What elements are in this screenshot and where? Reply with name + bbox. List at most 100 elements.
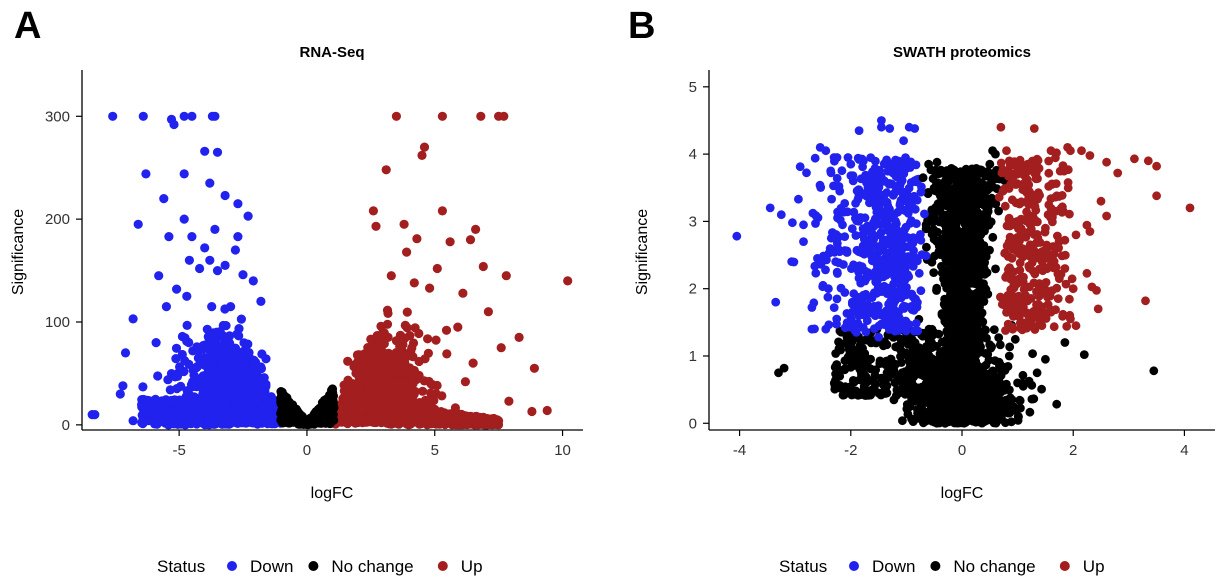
data-point-cloud <box>351 389 361 399</box>
data-point-cloud <box>375 333 385 343</box>
data-point <box>527 406 537 417</box>
data-point <box>230 245 240 255</box>
data-point-cloud <box>357 363 367 373</box>
data-point-cloud <box>441 325 452 335</box>
data-point-cloud <box>247 391 258 401</box>
data-point <box>108 111 118 121</box>
data-point-cloud <box>263 409 273 419</box>
data-point-cloud <box>277 396 287 407</box>
data-point <box>499 111 509 121</box>
data-point-cloud <box>383 395 393 405</box>
data-point-cloud <box>267 418 277 428</box>
data-point-cloud <box>378 349 388 359</box>
data-point <box>200 243 210 253</box>
data-point-cloud <box>929 268 939 277</box>
data-point-cloud <box>197 342 207 352</box>
y-tick-label: 300 <box>45 108 70 125</box>
data-point-cloud <box>233 347 243 357</box>
data-point-cloud <box>138 382 148 392</box>
data-point-cloud <box>464 414 474 424</box>
data-point-cloud <box>433 415 443 426</box>
data-point-cloud <box>172 371 183 381</box>
chart-title-a: RNA-Seq <box>299 44 364 61</box>
data-point-cloud <box>221 358 232 368</box>
data-point <box>419 142 430 152</box>
x-tick-label: 0 <box>303 442 311 459</box>
data-point-cloud <box>363 415 373 425</box>
x-tick-label: 10 <box>554 442 571 459</box>
data-point-cloud <box>173 415 183 425</box>
data-point-cloud <box>171 343 182 353</box>
data-point-cloud <box>417 407 427 417</box>
data-point-cloud <box>222 339 232 349</box>
data-point <box>243 211 253 221</box>
data-point-cloud <box>256 362 266 372</box>
data-point <box>453 322 463 332</box>
data-point <box>501 271 511 281</box>
data-point <box>156 416 166 426</box>
data-point-cloud <box>209 369 219 379</box>
data-point <box>437 111 447 121</box>
x-axis-label-a: logFC <box>311 485 354 502</box>
data-point-cloud <box>191 374 201 384</box>
data-point <box>409 278 419 288</box>
data-point-cloud <box>418 386 428 396</box>
data-point-cloud <box>171 354 181 364</box>
data-point <box>529 363 540 373</box>
data-point-cloud <box>327 391 337 402</box>
data-point-cloud <box>165 385 175 395</box>
data-point <box>179 214 189 224</box>
data-point-cloud <box>382 319 393 329</box>
data-point-cloud <box>165 396 176 406</box>
data-point <box>432 263 442 274</box>
data-point-cloud <box>193 361 203 371</box>
data-point-cloud <box>480 418 490 428</box>
data-point-cloud <box>399 367 409 377</box>
data-point-cloud <box>327 410 337 420</box>
data-point-cloud <box>265 398 275 408</box>
data-point-cloud <box>449 417 459 428</box>
data-point <box>256 296 266 306</box>
data-point <box>386 271 396 281</box>
data-point <box>233 199 243 209</box>
data-point-cloud <box>431 335 441 345</box>
data-point <box>476 111 486 121</box>
data-point-cloud <box>407 343 417 353</box>
data-point-cloud <box>220 304 230 314</box>
data-point <box>128 314 138 324</box>
data-point <box>164 232 174 242</box>
point-cloud-b <box>787 153 1101 428</box>
data-point-cloud <box>198 389 208 399</box>
data-point <box>172 284 182 294</box>
data-point-cloud <box>343 406 353 417</box>
data-point-cloud <box>239 360 249 371</box>
data-point <box>458 288 468 298</box>
data-point-cloud <box>407 369 417 379</box>
data-point-cloud <box>176 381 186 391</box>
data-point <box>445 237 455 247</box>
data-point-cloud <box>414 356 424 367</box>
data-point-cloud <box>289 410 299 420</box>
data-point <box>368 206 378 216</box>
data-point-cloud <box>381 417 391 427</box>
data-point <box>542 405 552 416</box>
data-point-cloud <box>379 368 389 379</box>
data-point <box>120 348 131 358</box>
data-point <box>90 410 100 420</box>
data-point-cloud <box>344 377 354 387</box>
data-point-cloud <box>405 415 415 425</box>
data-point <box>471 224 481 234</box>
data-point <box>402 247 412 257</box>
data-point-cloud <box>930 215 940 225</box>
data-point-cloud <box>294 419 304 429</box>
data-point <box>161 302 171 312</box>
data-point <box>412 234 422 244</box>
data-point-cloud <box>218 403 228 413</box>
data-point-cloud <box>203 382 213 392</box>
point-cloud-a <box>137 302 504 430</box>
data-point-cloud <box>363 343 373 353</box>
data-point-cloud <box>194 415 204 425</box>
